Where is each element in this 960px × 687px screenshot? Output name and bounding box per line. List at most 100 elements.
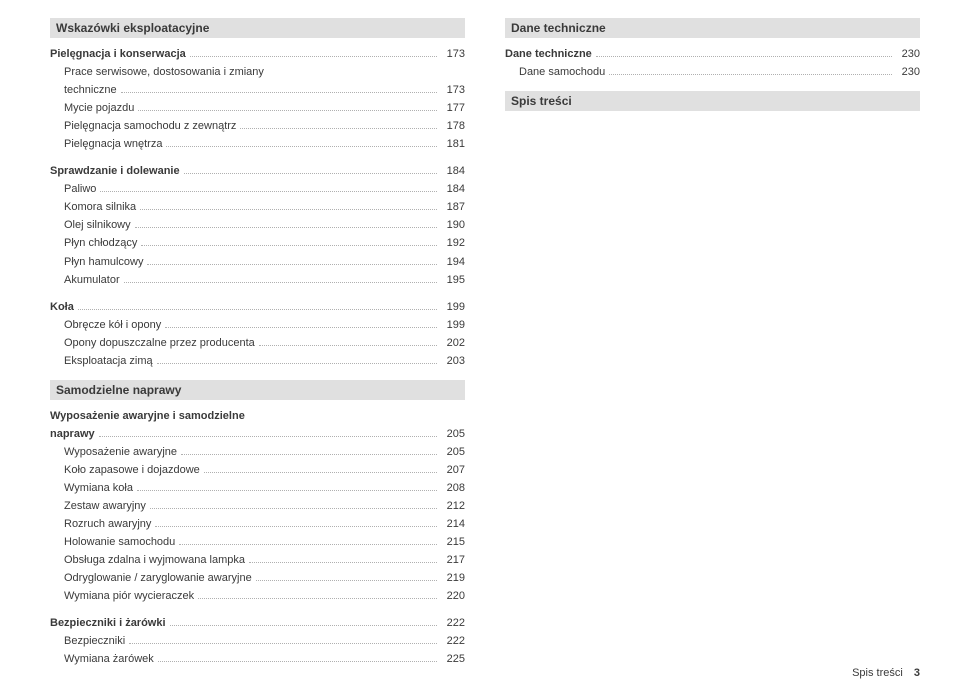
section-header-diy: Samodzielne naprawy (50, 380, 465, 400)
leader-line (138, 110, 437, 111)
page-number: 202 (441, 335, 465, 352)
leader-line (147, 264, 437, 265)
leader-line (170, 625, 437, 626)
toc-entry: Olej silnikowy (64, 217, 131, 234)
group-check: Sprawdzanie i dolewanie 184 Paliwo 184 Ko… (50, 163, 465, 288)
toc-entry: Akumulator (64, 272, 120, 289)
page-footer: Spis treści 3 (852, 667, 920, 679)
page-number: 190 (441, 217, 465, 234)
toc-entry: Koło zapasowe i dojazdowe (64, 462, 200, 479)
toc-entry: techniczne (64, 82, 117, 99)
page-number: 192 (441, 235, 465, 252)
group-title: Sprawdzanie i dolewanie (50, 163, 180, 180)
toc-entry: Eksploatacja zimą (64, 353, 153, 370)
leader-line (150, 508, 437, 509)
page-number: 199 (441, 299, 465, 316)
toc-entry: Dane samochodu (519, 64, 605, 81)
left-column: Wskazówki eksploatacyjne Pielęgnacja i k… (50, 18, 465, 677)
leader-line (249, 562, 437, 563)
page-number: 178 (441, 118, 465, 135)
section-header-tech: Dane techniczne (505, 18, 920, 38)
page-number: 225 (441, 651, 465, 668)
page-number: 184 (441, 163, 465, 180)
toc-entry: Wyposażenie awaryjne (64, 444, 177, 461)
leader-line (596, 56, 892, 57)
leader-line (166, 146, 437, 147)
leader-line (204, 472, 437, 473)
section-header-toc: Spis treści (505, 91, 920, 111)
toc-entry: Pielęgnacja samochodu z zewnątrz (64, 118, 236, 135)
leader-line (78, 309, 437, 310)
leader-line (135, 227, 437, 228)
group-fuses: Bezpieczniki i żarówki 222 Bezpieczniki2… (50, 615, 465, 668)
leader-line (240, 128, 437, 129)
toc-entry: Opony dopuszczalne przez producenta (64, 335, 255, 352)
leader-line (190, 56, 437, 57)
page-number: 173 (441, 46, 465, 63)
group-wheels: Koła 199 Obręcze kół i opony199 Opony do… (50, 299, 465, 370)
leader-line (129, 643, 437, 644)
toc-entry: Wymiana żarówek (64, 651, 154, 668)
leader-line (124, 282, 437, 283)
page-number: 219 (441, 570, 465, 587)
group-tech: Dane techniczne 230 Dane samochodu230 (505, 46, 920, 81)
page-number: 195 (441, 272, 465, 289)
page-number: 208 (441, 480, 465, 497)
page-number: 222 (441, 633, 465, 650)
page-number: 214 (441, 516, 465, 533)
page-number: 199 (441, 317, 465, 334)
leader-line (259, 345, 437, 346)
leader-line (198, 598, 437, 599)
leader-line (609, 74, 892, 75)
page-number: 203 (441, 353, 465, 370)
toc-entry: Komora silnika (64, 199, 136, 216)
toc-entry: Paliwo (64, 181, 96, 198)
toc-entry: Płyn hamulcowy (64, 254, 143, 271)
leader-line (165, 327, 437, 328)
footer-page-number: 3 (914, 667, 920, 679)
leader-line (121, 92, 437, 93)
leader-line (141, 245, 437, 246)
toc-entry: Holowanie samochodu (64, 534, 175, 551)
toc-entry: Odryglowanie / zaryglowanie awaryjne (64, 570, 252, 587)
group-title: naprawy (50, 426, 95, 443)
group-title: Dane techniczne (505, 46, 592, 63)
leader-line (158, 661, 437, 662)
page-number: 205 (441, 426, 465, 443)
leader-line (184, 173, 437, 174)
page-number: 217 (441, 552, 465, 569)
leader-line (181, 454, 437, 455)
leader-line (140, 209, 437, 210)
leader-line (99, 436, 437, 437)
page-number: 205 (441, 444, 465, 461)
group-title: Bezpieczniki i żarówki (50, 615, 166, 632)
page-number: 215 (441, 534, 465, 551)
leader-line (157, 363, 437, 364)
page-number: 220 (441, 588, 465, 605)
leader-line (155, 526, 437, 527)
page-number: 194 (441, 254, 465, 271)
leader-line (179, 544, 437, 545)
toc-entry: Wymiana koła (64, 480, 133, 497)
toc-entry: Pielęgnacja wnętrza (64, 136, 162, 153)
toc-entry: Wymiana piór wycieraczek (64, 588, 194, 605)
right-column: Dane techniczne Dane techniczne 230 Dane… (505, 18, 920, 677)
page-number: 181 (441, 136, 465, 153)
page-number: 207 (441, 462, 465, 479)
group-title: Wyposażenie awaryjne i samodzielne (50, 408, 245, 425)
page-number: 230 (896, 46, 920, 63)
toc-entry: Prace serwisowe, dostosowania i zmiany (64, 64, 264, 81)
group-emergency: Wyposażenie awaryjne i samodzielne napra… (50, 408, 465, 606)
toc-entry: Obsługa zdalna i wyjmowana lampka (64, 552, 245, 569)
group-title: Koła (50, 299, 74, 316)
leader-line (137, 490, 437, 491)
leader-line (256, 580, 437, 581)
page-number: 212 (441, 498, 465, 515)
page-number: 184 (441, 181, 465, 198)
page-number: 177 (441, 100, 465, 117)
toc-entry: Płyn chłodzący (64, 235, 137, 252)
page-number: 222 (441, 615, 465, 632)
footer-label: Spis treści (852, 667, 903, 679)
page-number: 187 (441, 199, 465, 216)
toc-entry: Mycie pojazdu (64, 100, 134, 117)
